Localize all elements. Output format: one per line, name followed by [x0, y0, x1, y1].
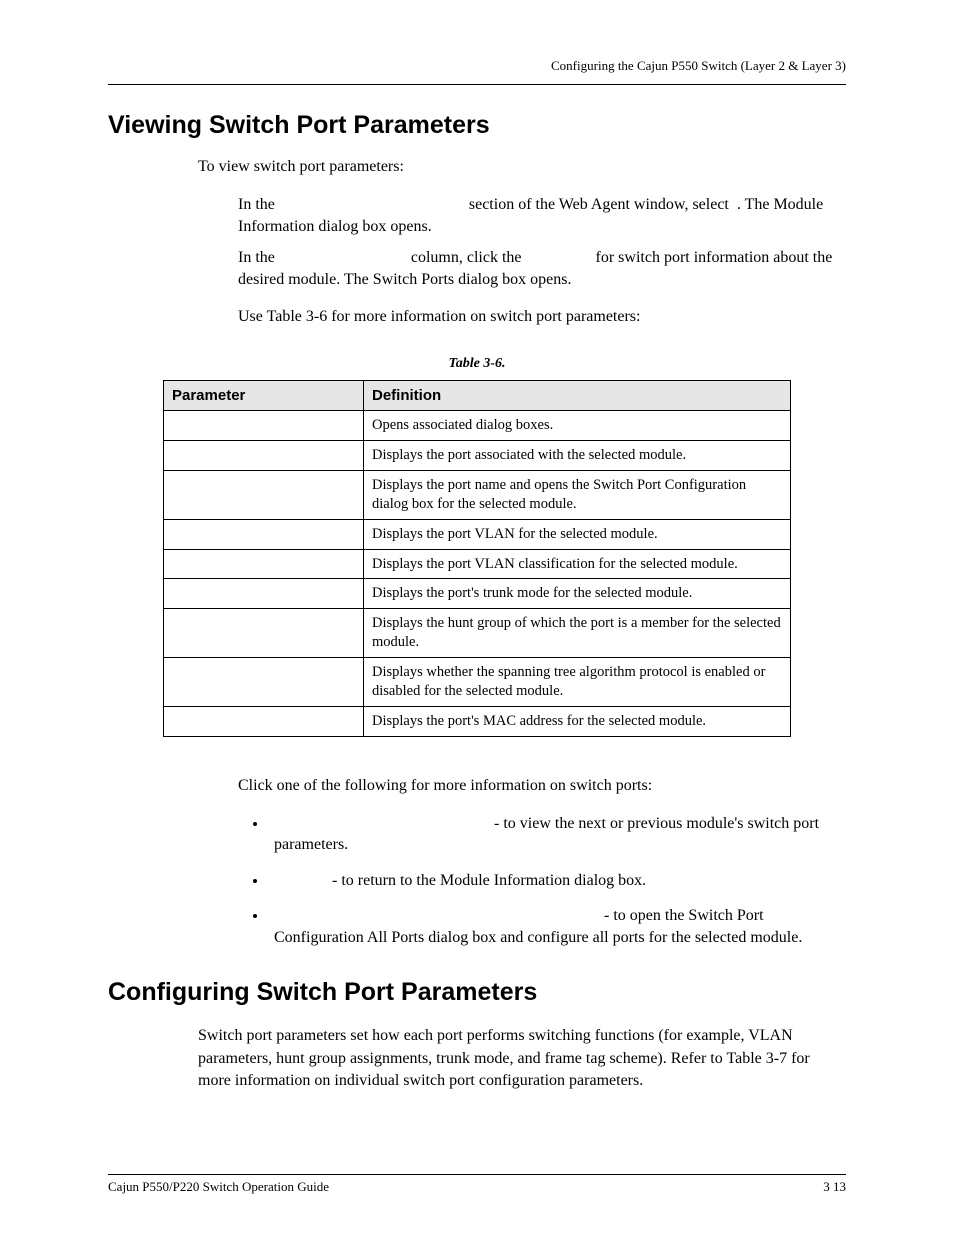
cell-param [164, 519, 364, 549]
configuring-body: Switch port parameters set how each port… [198, 1025, 846, 1092]
bullet-1: - to view the next or previous module's … [268, 813, 846, 856]
cell-def: Displays the hunt group of which the por… [364, 609, 791, 658]
post-table-lead: Click one of the following for more info… [238, 777, 846, 795]
cell-def: Displays the port's MAC address for the … [364, 706, 791, 736]
footer-right: 3 13 [823, 1179, 846, 1195]
parameters-table: Parameter Definition Opens associated di… [163, 380, 791, 736]
cell-def: Displays the port VLAN for the selected … [364, 519, 791, 549]
cell-param [164, 549, 364, 579]
post-table-block: Click one of the following for more info… [198, 777, 846, 949]
footer-rule [108, 1174, 846, 1175]
table-row: Displays the hunt group of which the por… [164, 609, 791, 658]
cell-def: Displays the port name and opens the Swi… [364, 471, 791, 520]
footer-row: Cajun P550/P220 Switch Operation Guide 3… [108, 1179, 846, 1195]
th-definition: Definition [364, 381, 791, 411]
cell-def: Displays the port's trunk mode for the s… [364, 579, 791, 609]
step2-part-b: column, click the [411, 249, 522, 266]
cell-param [164, 441, 364, 471]
table-row: Displays whether the spanning tree algor… [164, 657, 791, 706]
section-heading-configuring: Configuring Switch Port Parameters [108, 978, 846, 1007]
cell-def: Displays the port VLAN classification fo… [364, 549, 791, 579]
cell-param [164, 579, 364, 609]
table-body: Opens associated dialog boxes. Displays … [164, 411, 791, 736]
body-block-1: To view switch port parameters: In the s… [198, 158, 846, 326]
cell-def: Displays the port associated with the se… [364, 441, 791, 471]
step1-part-a: In the [238, 196, 275, 213]
header-rule [108, 84, 846, 85]
body-block-2: Switch port parameters set how each port… [198, 1025, 846, 1092]
th-parameter: Parameter [164, 381, 364, 411]
running-head: Configuring the Cajun P550 Switch (Layer… [108, 58, 846, 74]
step2-part-c: for switch port information about the de… [238, 249, 832, 288]
step2-part-a: In the [238, 249, 275, 266]
bullet-3: - to open the Switch Port Configuration … [268, 905, 846, 948]
cell-def: Displays whether the spanning tree algor… [364, 657, 791, 706]
bullets-list: - to view the next or previous module's … [268, 813, 846, 949]
step-2: In the column, click the for switch port… [238, 247, 846, 290]
table-header-row: Parameter Definition [164, 381, 791, 411]
cell-param [164, 471, 364, 520]
page: Configuring the Cajun P550 Switch (Layer… [0, 0, 954, 1235]
page-footer: Cajun P550/P220 Switch Operation Guide 3… [108, 1174, 846, 1195]
cell-param [164, 657, 364, 706]
table-row: Displays the port VLAN classification fo… [164, 549, 791, 579]
footer-left: Cajun P550/P220 Switch Operation Guide [108, 1179, 329, 1195]
cell-def: Opens associated dialog boxes. [364, 411, 791, 441]
table-row: Displays the port VLAN for the selected … [164, 519, 791, 549]
bullet-2: - to return to the Module Information di… [268, 870, 846, 892]
cell-param [164, 609, 364, 658]
cell-param [164, 411, 364, 441]
table-caption: Table 3-6. [108, 356, 846, 372]
intro-text: To view switch port parameters: [198, 158, 846, 176]
bullet3-text: - to open the Switch Port Configuration … [274, 907, 802, 946]
table-row: Displays the port's trunk mode for the s… [164, 579, 791, 609]
table-row: Displays the port's MAC address for the … [164, 706, 791, 736]
bullet1-text: - to view the next or previous module's … [274, 815, 819, 854]
section-heading-viewing: Viewing Switch Port Parameters [108, 111, 846, 140]
table-row: Displays the port associated with the se… [164, 441, 791, 471]
steps-list: In the section of the Web Agent window, … [238, 194, 846, 290]
step-1: In the section of the Web Agent window, … [238, 194, 846, 237]
cell-param [164, 706, 364, 736]
after-steps-text: Use Table 3-6 for more information on sw… [238, 308, 846, 326]
step1-part-b: section of the Web Agent window, select [469, 196, 729, 213]
table-row: Displays the port name and opens the Swi… [164, 471, 791, 520]
bullet2-text: - to return to the Module Information di… [332, 872, 646, 889]
table-row: Opens associated dialog boxes. [164, 411, 791, 441]
